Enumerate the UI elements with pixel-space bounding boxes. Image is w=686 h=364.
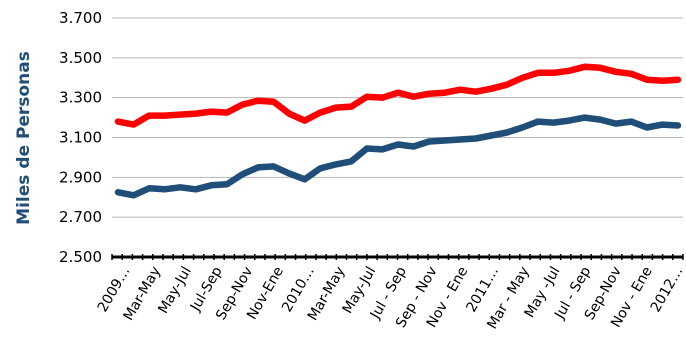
series-line-1: [114, 63, 682, 128]
y-tick-labels: 2.500 2.700 2.900 3.100 3.300 3.500 3.700: [59, 9, 102, 266]
y-tick-label: 2.900: [59, 168, 102, 186]
series-lines: [114, 63, 682, 199]
axes: [111, 254, 684, 260]
y-axis-label: Miles de Personas: [14, 51, 34, 225]
y-tick-label: 2.500: [59, 248, 102, 266]
y-tick-label: 3.100: [59, 129, 102, 147]
gridlines: [112, 17, 683, 218]
x-tick-labels: 2009…Mar-MayMay-JulJul-SepSep-NovNov-Ene…: [95, 264, 686, 332]
series-line-2: [114, 114, 682, 199]
y-tick-label: 3.300: [59, 89, 102, 107]
y-tick-label: 2.700: [59, 208, 102, 226]
y-tick-label: 3.500: [59, 49, 102, 67]
y-tick-label: 3.700: [59, 9, 102, 27]
